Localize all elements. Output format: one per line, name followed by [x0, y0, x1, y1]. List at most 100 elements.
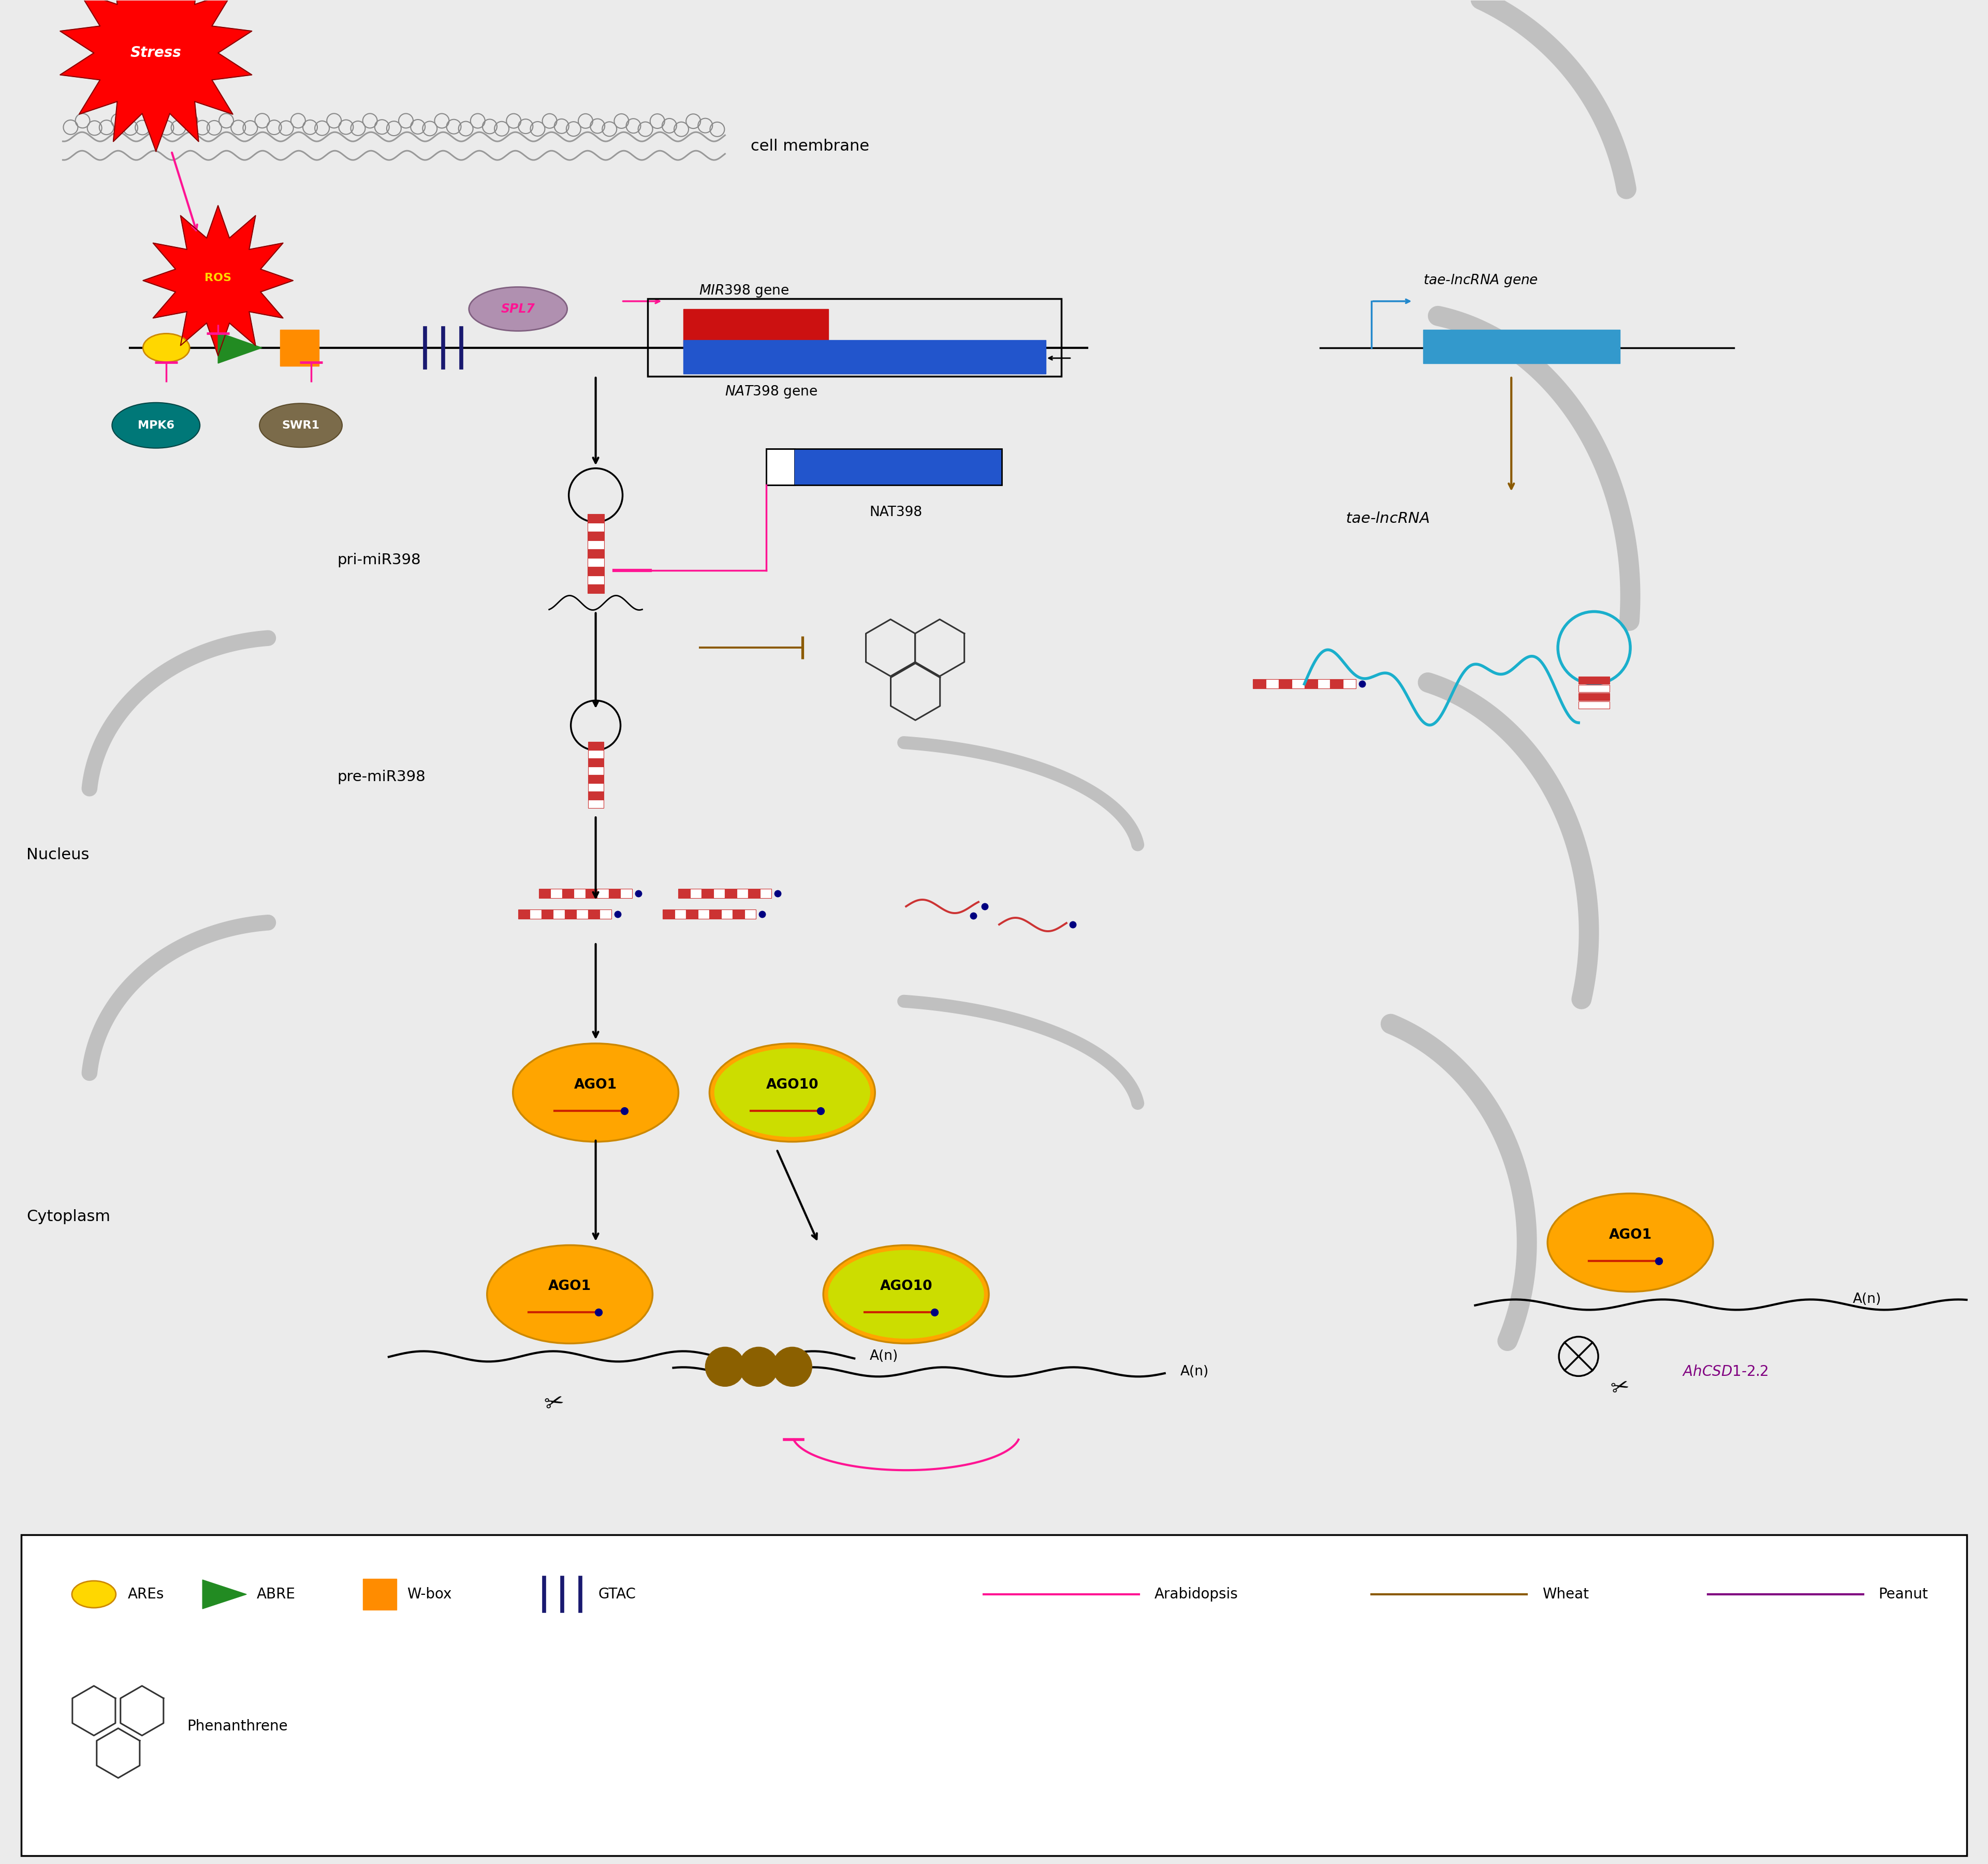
- Bar: [586, 567, 604, 576]
- Text: AGO10: AGO10: [879, 1281, 932, 1294]
- Bar: [722, 910, 732, 919]
- Bar: [684, 339, 1046, 373]
- Bar: [662, 910, 674, 919]
- Text: Wheat: Wheat: [1543, 1586, 1588, 1601]
- Bar: [529, 910, 541, 919]
- Polygon shape: [143, 205, 292, 356]
- Bar: [588, 759, 602, 766]
- Text: W-box: W-box: [408, 1586, 451, 1601]
- Text: SPL7: SPL7: [501, 302, 535, 315]
- Text: Cytoplasm: Cytoplasm: [26, 1210, 111, 1225]
- Bar: [577, 910, 588, 919]
- Text: $\mathit{NAT398}$ gene: $\mathit{NAT398}$ gene: [726, 384, 817, 399]
- Bar: [1423, 330, 1620, 363]
- Bar: [588, 766, 602, 775]
- Ellipse shape: [513, 1044, 678, 1143]
- Bar: [588, 910, 600, 919]
- Ellipse shape: [714, 1049, 869, 1137]
- Bar: [586, 514, 604, 522]
- Text: NAT398: NAT398: [869, 505, 922, 518]
- Text: pre-miR398: pre-miR398: [336, 770, 425, 785]
- Bar: [620, 889, 632, 898]
- Bar: [1330, 678, 1342, 688]
- Bar: [1290, 678, 1304, 688]
- Bar: [678, 889, 690, 898]
- Polygon shape: [60, 0, 252, 151]
- Bar: [551, 889, 563, 898]
- Bar: [588, 775, 602, 783]
- Bar: [1252, 678, 1264, 688]
- Bar: [795, 449, 1002, 485]
- Ellipse shape: [487, 1245, 652, 1344]
- Bar: [519, 910, 529, 919]
- Bar: [1578, 693, 1608, 701]
- Ellipse shape: [710, 1044, 875, 1143]
- Bar: [539, 889, 551, 898]
- Bar: [1578, 677, 1608, 684]
- Ellipse shape: [1547, 1193, 1712, 1292]
- Circle shape: [706, 1348, 744, 1387]
- Bar: [747, 889, 759, 898]
- Bar: [588, 800, 602, 809]
- Bar: [600, 910, 610, 919]
- Polygon shape: [219, 332, 262, 363]
- Bar: [765, 449, 795, 485]
- Text: Nucleus: Nucleus: [26, 846, 89, 863]
- Text: $\mathit{tae}$-$\mathit{lncRNA}$: $\mathit{tae}$-$\mathit{lncRNA}$: [1346, 511, 1429, 526]
- Bar: [608, 889, 620, 898]
- Ellipse shape: [72, 1581, 115, 1609]
- Bar: [684, 309, 829, 349]
- Ellipse shape: [829, 1251, 984, 1338]
- Bar: [732, 910, 744, 919]
- Bar: [563, 889, 573, 898]
- Bar: [765, 449, 1002, 485]
- Text: ✂: ✂: [1608, 1374, 1630, 1400]
- Bar: [565, 910, 577, 919]
- Bar: [674, 910, 686, 919]
- Bar: [698, 910, 710, 919]
- Bar: [1316, 678, 1330, 688]
- Bar: [573, 889, 584, 898]
- Bar: [586, 583, 604, 593]
- Text: Phenanthrene: Phenanthrene: [187, 1719, 288, 1734]
- Bar: [1578, 686, 1608, 692]
- Bar: [1578, 701, 1608, 708]
- Bar: [1304, 678, 1316, 688]
- Bar: [586, 531, 604, 541]
- Text: Peanut: Peanut: [1879, 1586, 1928, 1601]
- Text: Stress: Stress: [131, 47, 181, 60]
- Bar: [596, 889, 608, 898]
- Text: A(n): A(n): [1853, 1294, 1881, 1307]
- Text: A(n): A(n): [869, 1350, 899, 1363]
- Text: AGO1: AGO1: [1608, 1228, 1652, 1241]
- Text: AGO1: AGO1: [575, 1077, 616, 1092]
- Ellipse shape: [258, 403, 342, 447]
- Circle shape: [740, 1348, 777, 1387]
- Bar: [588, 792, 602, 800]
- Text: $\mathit{MIR398}$ gene: $\mathit{MIR398}$ gene: [700, 283, 789, 298]
- Text: ROS: ROS: [205, 272, 231, 283]
- Bar: [588, 749, 602, 759]
- Bar: [1278, 678, 1290, 688]
- Text: AREs: AREs: [127, 1586, 163, 1601]
- Ellipse shape: [823, 1245, 988, 1344]
- Bar: [22, 1534, 1966, 1855]
- Text: ABRE: ABRE: [256, 1586, 296, 1601]
- Bar: [702, 889, 714, 898]
- Bar: [586, 576, 604, 583]
- Bar: [648, 298, 1062, 377]
- Text: A(n): A(n): [1181, 1364, 1209, 1379]
- Bar: [690, 889, 702, 898]
- Bar: [586, 541, 604, 550]
- Text: AGO1: AGO1: [549, 1281, 590, 1294]
- Bar: [744, 910, 755, 919]
- Bar: [686, 910, 698, 919]
- Text: MPK6: MPK6: [137, 419, 175, 431]
- Text: AGO10: AGO10: [765, 1077, 819, 1092]
- Ellipse shape: [143, 334, 189, 362]
- Bar: [280, 330, 318, 365]
- Bar: [541, 910, 553, 919]
- Bar: [736, 889, 747, 898]
- Bar: [1264, 678, 1278, 688]
- Bar: [726, 889, 736, 898]
